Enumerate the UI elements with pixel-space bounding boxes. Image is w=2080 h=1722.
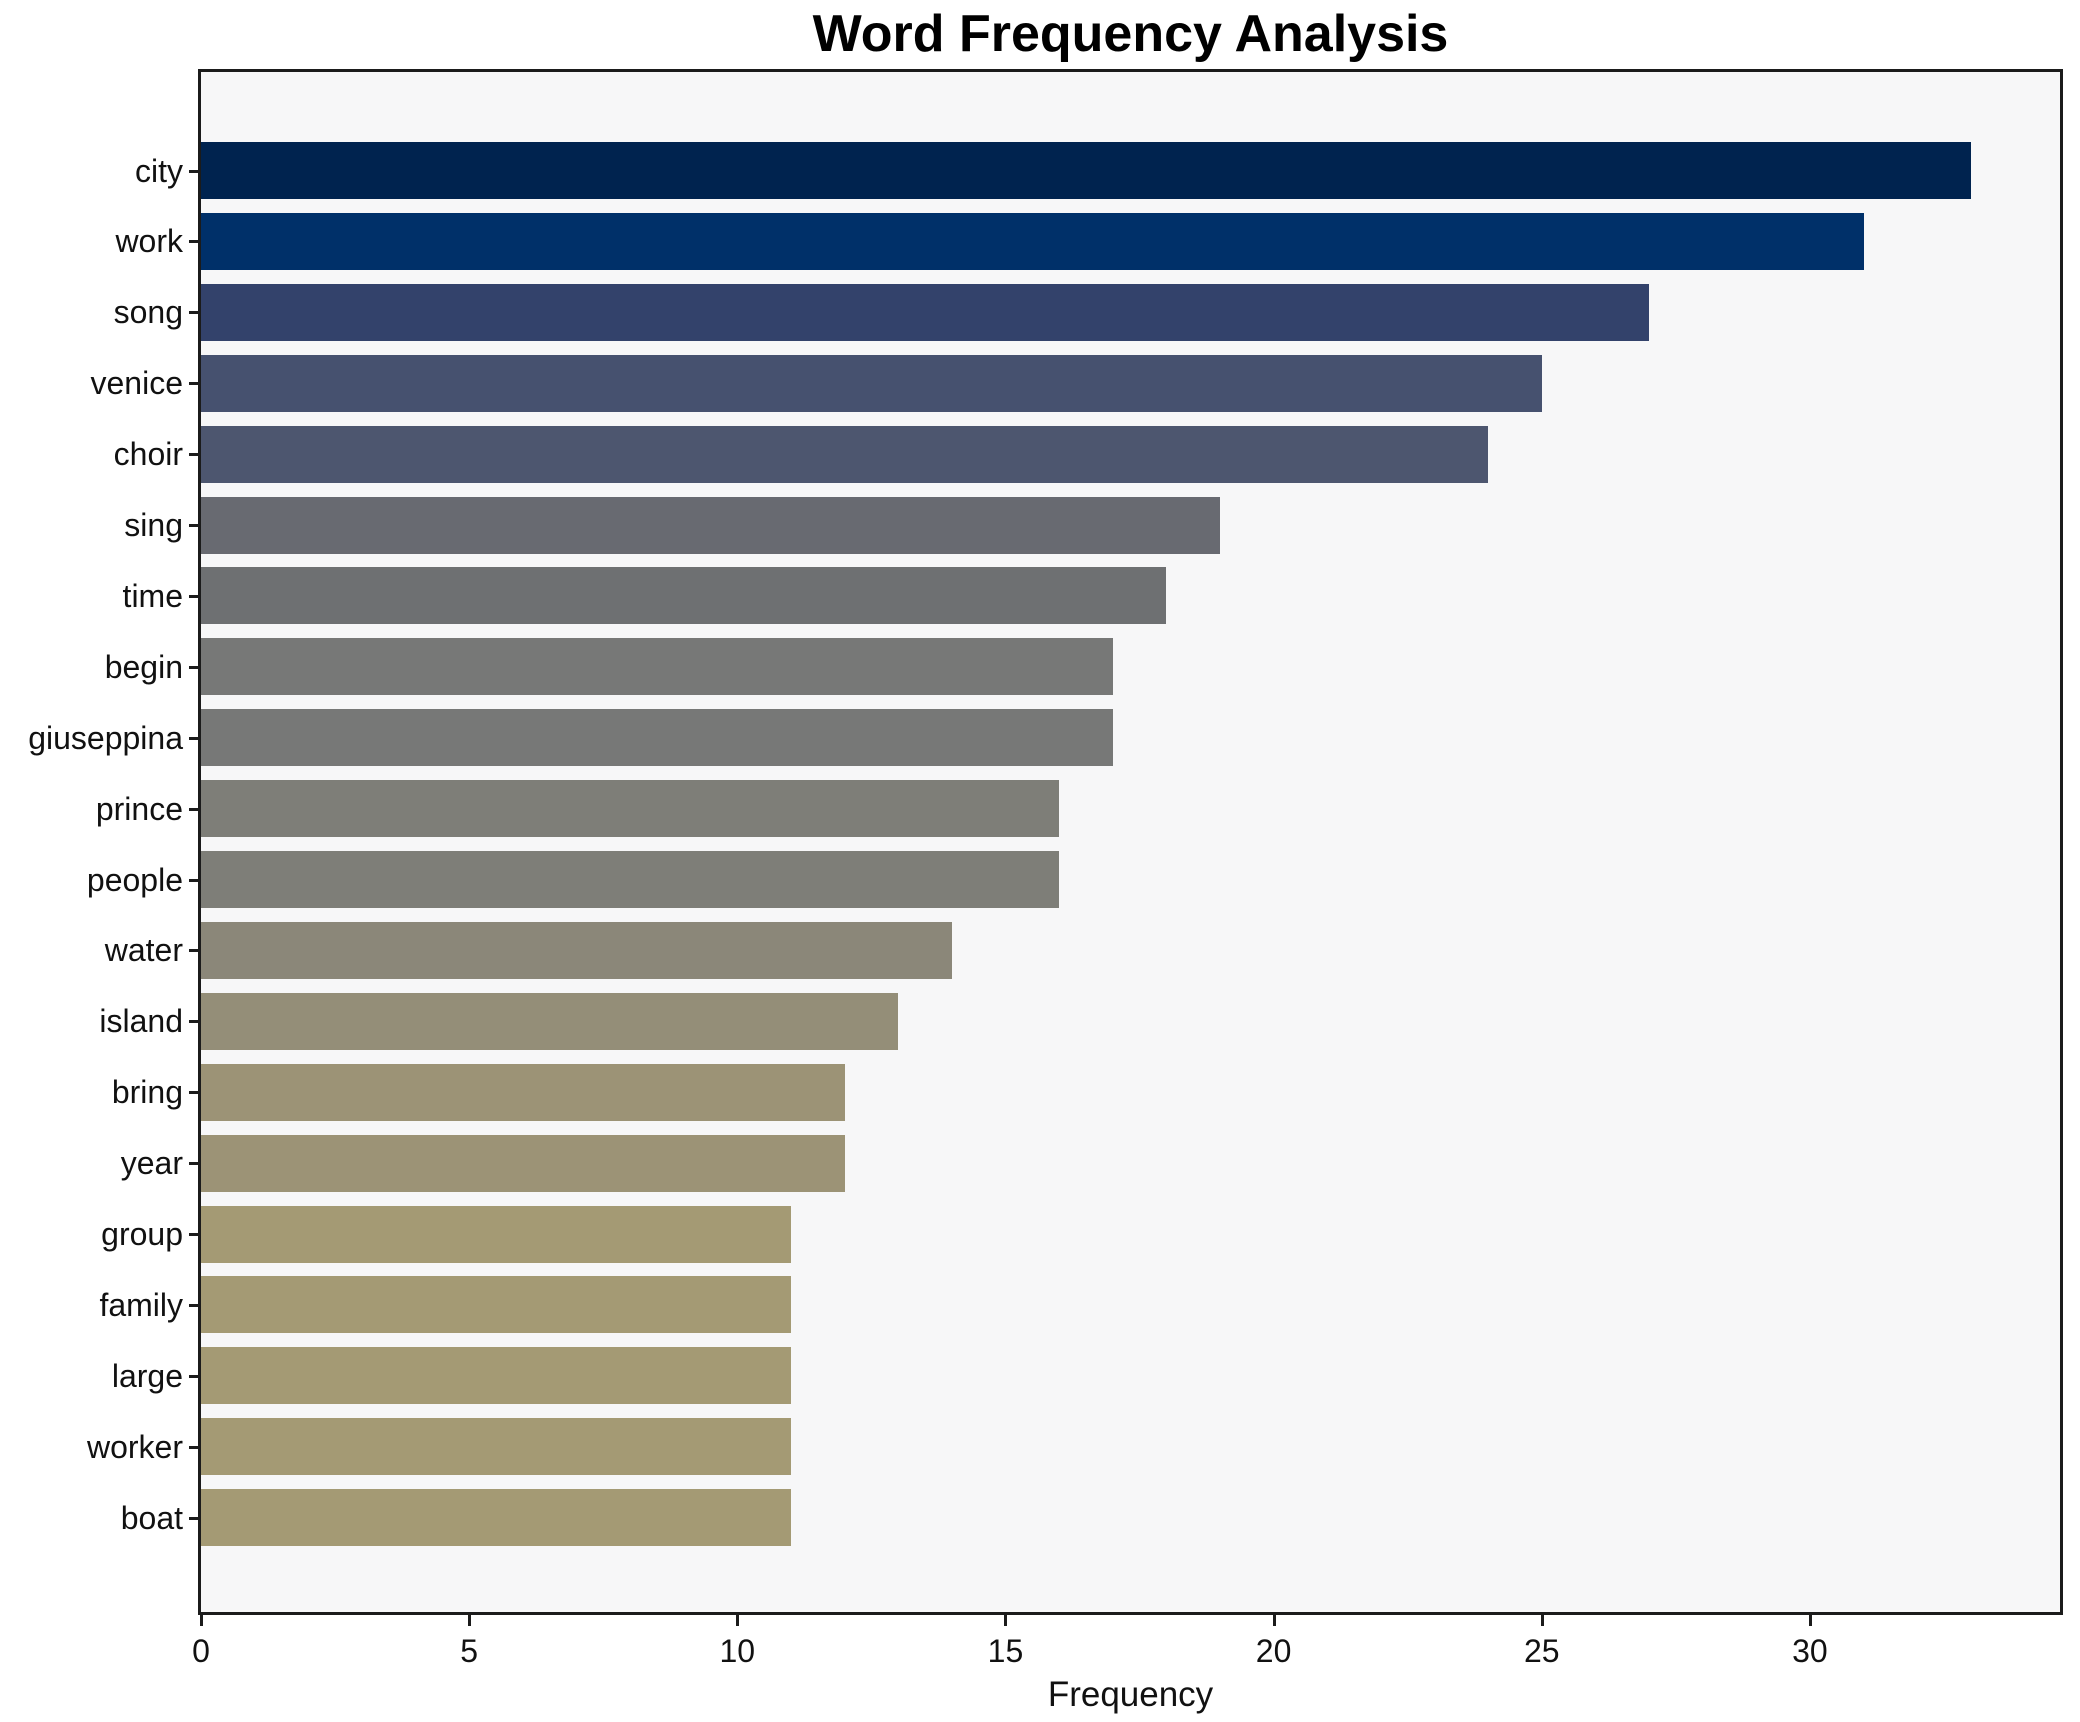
- xtick-mark: [1004, 1612, 1008, 1626]
- right-spine: [2060, 69, 2063, 1615]
- xtick-mark: [736, 1612, 740, 1626]
- bar-choir: [201, 425, 1488, 483]
- ytick-mark: [189, 169, 201, 173]
- xtick-label-0: 0: [192, 1633, 210, 1669]
- bar-sing: [201, 496, 1220, 554]
- ytick-label-work: work: [115, 223, 183, 260]
- ytick-label-water: water: [104, 932, 183, 969]
- ytick-mark: [189, 1516, 201, 1520]
- bar-bring: [201, 1063, 845, 1121]
- ytick-label-family: family: [99, 1286, 183, 1323]
- bar-people: [201, 851, 1059, 908]
- ytick-mark: [189, 1374, 201, 1378]
- bar-group: [201, 1205, 791, 1263]
- ytick-mark: [189, 453, 201, 457]
- ytick-mark: [189, 240, 201, 244]
- bar-worker: [201, 1418, 791, 1476]
- bar-venice: [201, 354, 1542, 412]
- left-spine: [198, 69, 201, 1615]
- xtick-label-5: 5: [460, 1633, 479, 1669]
- ytick-mark: [189, 1233, 201, 1236]
- ytick-mark: [189, 878, 201, 882]
- ytick-label-worker: worker: [86, 1428, 183, 1465]
- bar-water: [201, 921, 952, 979]
- ytick-label-year: year: [120, 1145, 183, 1182]
- xtick-label-10: 10: [719, 1633, 756, 1669]
- ytick-label-prince: prince: [95, 790, 183, 827]
- ytick-label-city: city: [135, 152, 183, 189]
- xtick-label-25: 25: [1523, 1633, 1560, 1669]
- ytick-mark: [189, 311, 201, 315]
- chart-title: Word Frequency Analysis: [812, 5, 1449, 63]
- xtick-mark: [1808, 1612, 1812, 1626]
- bar-begin: [201, 638, 1113, 696]
- ytick-label-choir: choir: [113, 436, 183, 473]
- bar-song: [201, 283, 1649, 341]
- xtick-label-15: 15: [987, 1633, 1024, 1669]
- ytick-mark: [189, 594, 201, 598]
- bar-city: [201, 142, 1971, 199]
- ytick-label-island: island: [99, 1003, 183, 1040]
- plot-area: [201, 72, 2060, 1612]
- ytick-label-sing: sing: [124, 507, 183, 543]
- bar-giuseppina: [201, 709, 1113, 767]
- ytick-mark: [189, 665, 201, 669]
- ytick-mark: [189, 382, 201, 386]
- ytick-label-boat: boat: [120, 1499, 183, 1536]
- ytick-mark: [189, 1445, 201, 1449]
- top-spine: [198, 69, 2063, 72]
- ytick-label-group: group: [101, 1216, 183, 1252]
- ytick-mark: [189, 1162, 201, 1166]
- bar-island: [201, 992, 898, 1050]
- bar-large: [201, 1347, 791, 1405]
- ytick-label-venice: venice: [90, 365, 184, 402]
- xtick-label-30: 30: [1792, 1633, 1828, 1669]
- xtick-mark: [468, 1612, 472, 1626]
- bottom-spine: [198, 1612, 2063, 1615]
- ytick-label-song: song: [113, 294, 183, 331]
- ytick-mark: [189, 949, 201, 953]
- ytick-mark: [189, 736, 201, 740]
- bar-work: [201, 212, 1864, 270]
- ytick-mark: [189, 1303, 201, 1307]
- xtick-label-20: 20: [1255, 1633, 1292, 1669]
- x-axis-label: Frequency: [1047, 1675, 1214, 1714]
- ytick-label-bring: bring: [111, 1074, 183, 1111]
- bar-family: [201, 1276, 791, 1334]
- ytick-mark: [189, 1020, 201, 1024]
- bar-boat: [201, 1489, 791, 1547]
- ytick-mark: [189, 807, 201, 811]
- ytick-label-people: people: [86, 861, 183, 898]
- bar-time: [201, 567, 1166, 625]
- ytick-label-time: time: [122, 577, 183, 614]
- ytick-mark: [189, 1091, 201, 1095]
- ytick-label-giuseppina: giuseppina: [28, 719, 183, 756]
- xtick-mark: [1540, 1612, 1544, 1626]
- ytick-label-begin: begin: [104, 648, 183, 685]
- bar-prince: [201, 780, 1059, 838]
- ytick-label-large: large: [111, 1357, 183, 1394]
- ytick-mark: [189, 524, 201, 527]
- bar-year: [201, 1134, 845, 1192]
- xtick-mark: [200, 1612, 203, 1626]
- xtick-mark: [1272, 1612, 1276, 1626]
